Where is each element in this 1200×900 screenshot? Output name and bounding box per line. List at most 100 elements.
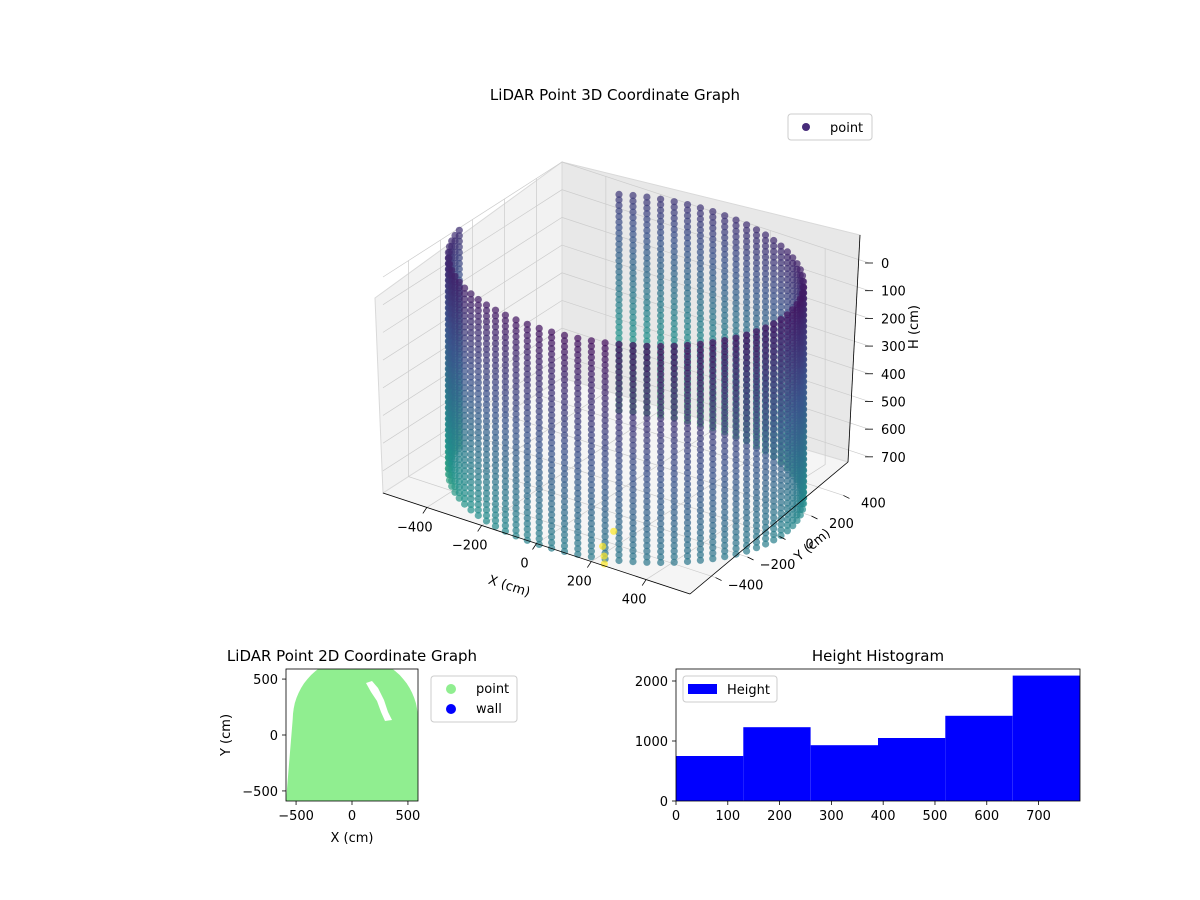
point-3d bbox=[783, 399, 792, 407]
point-3d bbox=[643, 320, 651, 329]
point-3d bbox=[657, 278, 665, 286]
point-3d bbox=[752, 411, 761, 419]
point-3d bbox=[789, 433, 797, 441]
point-3d bbox=[587, 342, 596, 350]
point-3d bbox=[721, 464, 729, 472]
y-tick-label-2d: 500 bbox=[253, 673, 278, 688]
point-3d bbox=[548, 439, 556, 447]
point-3d bbox=[762, 518, 770, 526]
point-3d bbox=[696, 292, 705, 301]
point-3d bbox=[777, 253, 785, 261]
point-3d bbox=[783, 281, 792, 289]
point-3d bbox=[587, 503, 596, 511]
point-3d bbox=[587, 392, 596, 400]
point-3d bbox=[777, 493, 785, 501]
histogram-legend-swatch bbox=[688, 684, 717, 694]
point-3d bbox=[657, 547, 665, 556]
point-3d bbox=[709, 460, 717, 469]
point-3d bbox=[501, 367, 509, 375]
point-3d bbox=[721, 370, 729, 378]
point-3d bbox=[752, 472, 761, 480]
point-3d bbox=[721, 289, 729, 297]
point-3d bbox=[770, 292, 778, 300]
point-3d bbox=[643, 304, 651, 312]
point-3d bbox=[657, 442, 665, 450]
point-3d bbox=[670, 331, 678, 339]
histogram-bars bbox=[676, 675, 1080, 801]
point-3d bbox=[709, 527, 717, 535]
point-3d bbox=[709, 324, 717, 332]
point-3d bbox=[548, 444, 556, 452]
point-3d bbox=[762, 507, 770, 515]
histogram-y-tick-label: 0 bbox=[660, 795, 668, 810]
point-3d bbox=[670, 353, 678, 361]
point-3d bbox=[491, 406, 500, 414]
point-3d bbox=[721, 228, 729, 236]
point-3d bbox=[601, 383, 609, 391]
point-3d bbox=[615, 418, 623, 426]
point-3d bbox=[657, 212, 665, 220]
point-3d bbox=[629, 480, 637, 488]
point-3d bbox=[743, 458, 751, 467]
point-3d bbox=[643, 470, 651, 478]
point-3d bbox=[732, 478, 740, 486]
point-3d bbox=[643, 226, 651, 234]
point-3d bbox=[629, 380, 637, 388]
point-3d bbox=[709, 466, 717, 474]
point-3d bbox=[501, 422, 509, 430]
point-3d bbox=[482, 517, 491, 525]
point-3d bbox=[777, 242, 785, 250]
point-3d bbox=[512, 377, 520, 385]
point-3d bbox=[721, 525, 729, 533]
point-3d bbox=[523, 403, 531, 411]
point-3d bbox=[548, 345, 556, 353]
point-3d bbox=[743, 436, 751, 444]
point-3d bbox=[467, 345, 475, 353]
point-3d bbox=[512, 488, 520, 496]
point-3d bbox=[512, 510, 520, 518]
point-3d bbox=[455, 323, 463, 331]
point-3d bbox=[467, 301, 475, 309]
point-3d bbox=[789, 516, 797, 524]
point-3d bbox=[461, 351, 469, 359]
point-3d bbox=[601, 355, 609, 364]
point-3d bbox=[789, 488, 797, 497]
point-3d bbox=[732, 249, 740, 257]
point-3d bbox=[721, 278, 729, 286]
point-3d bbox=[523, 497, 531, 506]
point-3d bbox=[455, 478, 463, 486]
legend-2d-point-marker bbox=[446, 684, 456, 694]
x-axis-label-2d: X (cm) bbox=[331, 831, 374, 846]
point-3d bbox=[743, 337, 751, 345]
point-3d bbox=[467, 456, 475, 464]
point-3d bbox=[482, 301, 491, 309]
point-3d bbox=[743, 503, 751, 511]
point-3d bbox=[535, 441, 543, 449]
point-3d bbox=[732, 340, 740, 348]
point-3d bbox=[683, 546, 692, 555]
point-3d bbox=[523, 342, 531, 351]
point-3d bbox=[643, 525, 651, 533]
point-3d bbox=[574, 511, 582, 520]
point-3d bbox=[587, 531, 596, 539]
point-3d bbox=[777, 308, 785, 317]
point-3d bbox=[574, 456, 582, 464]
point-3d bbox=[523, 531, 531, 539]
point-3d bbox=[548, 428, 556, 436]
point-3d bbox=[482, 462, 491, 470]
point-3d bbox=[560, 431, 569, 439]
y-tick-3d bbox=[811, 515, 818, 520]
point-3d bbox=[587, 536, 596, 544]
point-3d bbox=[629, 469, 637, 477]
point-3d bbox=[643, 254, 651, 262]
point-3d bbox=[587, 453, 596, 461]
point-3d bbox=[560, 437, 569, 445]
point-3d bbox=[455, 400, 463, 408]
point-3d bbox=[670, 231, 678, 239]
point-3d bbox=[777, 365, 785, 373]
point-3d bbox=[643, 342, 651, 350]
point-3d bbox=[777, 504, 785, 512]
point-3d bbox=[587, 459, 596, 467]
point-3d bbox=[461, 467, 469, 475]
point-3d bbox=[752, 287, 761, 295]
